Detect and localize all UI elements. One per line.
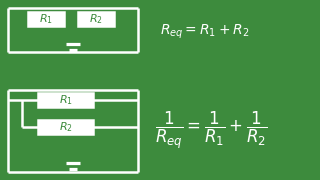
Text: $R_2$: $R_2$ [89, 12, 103, 26]
FancyBboxPatch shape [38, 93, 93, 107]
Text: $R_1$: $R_1$ [39, 12, 53, 26]
Text: $R_1$: $R_1$ [59, 93, 73, 107]
Text: $R_2$: $R_2$ [59, 120, 72, 134]
FancyBboxPatch shape [78, 12, 114, 26]
Text: $R_{eq} = R_1 + R_2$: $R_{eq} = R_1 + R_2$ [160, 23, 249, 41]
Text: $\dfrac{1}{R_{eq}} = \dfrac{1}{R_1} + \dfrac{1}{R_2}$: $\dfrac{1}{R_{eq}} = \dfrac{1}{R_1} + \d… [155, 109, 268, 151]
FancyBboxPatch shape [38, 120, 93, 134]
FancyBboxPatch shape [28, 12, 64, 26]
